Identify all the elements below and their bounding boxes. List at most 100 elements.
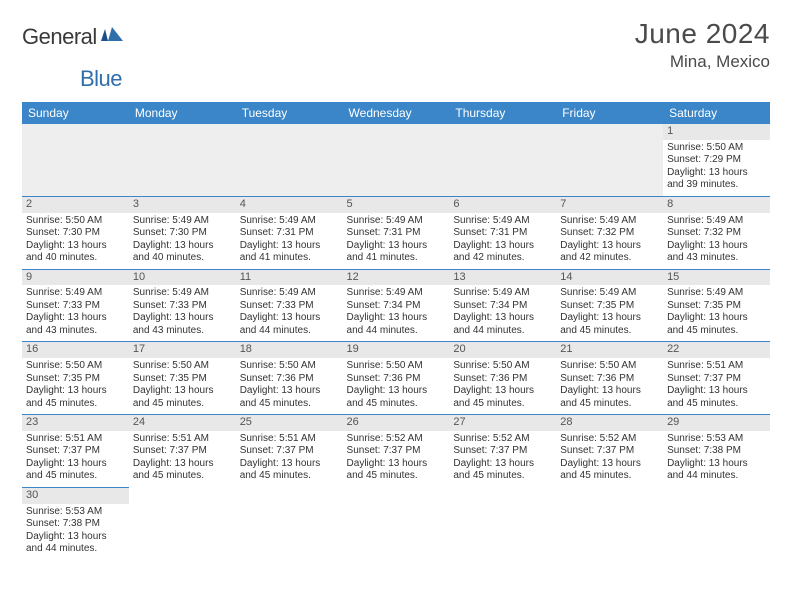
calendar-table: Sunday Monday Tuesday Wednesday Thursday… bbox=[22, 102, 770, 560]
sunset-line: Sunset: 7:34 PM bbox=[453, 300, 552, 313]
calendar-cell bbox=[556, 124, 663, 196]
logo-flag-icon bbox=[101, 27, 123, 48]
dow-friday: Friday bbox=[556, 102, 663, 124]
calendar-cell: 14Sunrise: 5:49 AMSunset: 7:35 PMDayligh… bbox=[556, 269, 663, 342]
calendar-cell bbox=[449, 124, 556, 196]
daylight-line: Daylight: 13 hours and 45 minutes. bbox=[667, 312, 766, 337]
day-number: 12 bbox=[343, 270, 450, 286]
daylight-line: Daylight: 13 hours and 44 minutes. bbox=[26, 531, 125, 556]
day-number: 25 bbox=[236, 415, 343, 431]
calendar-cell: 19 Sunrise: 5:50 AMSunset: 7:36 PMDayligh… bbox=[343, 342, 450, 415]
day-number: 24 bbox=[129, 415, 236, 431]
page: General June 2024 Mina, Mexico Blue Sund… bbox=[0, 0, 792, 578]
sunset-line: Sunset: 7:31 PM bbox=[240, 227, 339, 240]
sunrise-line: Sunrise: 5:49 AM bbox=[453, 215, 552, 228]
calendar-cell: 6Sunrise: 5:49 AMSunset: 7:31 PMDaylight… bbox=[449, 196, 556, 269]
sunset-line: Sunset: 7:31 PM bbox=[347, 227, 446, 240]
sunrise-line: Sunrise: 5:49 AM bbox=[26, 287, 125, 300]
sunset-line: Sunset: 7:38 PM bbox=[667, 445, 766, 458]
calendar-cell: 12Sunrise: 5:49 AMSunset: 7:34 PMDayligh… bbox=[343, 269, 450, 342]
sunset-line: Sunset: 7:32 PM bbox=[667, 227, 766, 240]
day-number: 13 bbox=[449, 270, 556, 286]
calendar-cell: 18Sunrise: 5:50 AMSunset: 7:36 PMDayligh… bbox=[236, 342, 343, 415]
calendar-cell: 10Sunrise: 5:49 AMSunset: 7:33 PMDayligh… bbox=[129, 269, 236, 342]
sunrise-line: Sunrise: 5:51 AM bbox=[240, 433, 339, 446]
day-number: 4 bbox=[236, 197, 343, 213]
sunrise-line: Sunrise: 5:51 AM bbox=[26, 433, 125, 446]
sunrise-line: Sunrise: 5:52 AM bbox=[347, 433, 446, 446]
calendar-cell: 7Sunrise: 5:49 AMSunset: 7:32 PMDaylight… bbox=[556, 196, 663, 269]
sunset-line: Sunset: 7:37 PM bbox=[667, 373, 766, 386]
daylight-line: Daylight: 13 hours and 45 minutes. bbox=[26, 458, 125, 483]
day-number: 18 bbox=[236, 342, 343, 358]
calendar-cell: 3Sunrise: 5:49 AMSunset: 7:30 PMDaylight… bbox=[129, 196, 236, 269]
sunset-line: Sunset: 7:35 PM bbox=[26, 373, 125, 386]
calendar-cell bbox=[129, 124, 236, 196]
sunrise-line: Sunrise: 5:49 AM bbox=[560, 287, 659, 300]
dow-saturday: Saturday bbox=[663, 102, 770, 124]
calendar-cell: 30Sunrise: 5:53 AMSunset: 7:38 PMDayligh… bbox=[22, 487, 129, 559]
sunset-line: Sunset: 7:37 PM bbox=[347, 445, 446, 458]
calendar-row: 30Sunrise: 5:53 AMSunset: 7:38 PMDayligh… bbox=[22, 487, 770, 559]
sunset-line: Sunset: 7:37 PM bbox=[453, 445, 552, 458]
sunrise-line: Sunrise: 5:50 AM bbox=[560, 360, 659, 373]
daylight-line: Daylight: 13 hours and 42 minutes. bbox=[453, 240, 552, 265]
daylight-line: Daylight: 13 hours and 44 minutes. bbox=[667, 458, 766, 483]
day-number: 19 bbox=[343, 342, 450, 358]
calendar-row: 23Sunrise: 5:51 AMSunset: 7:37 PMDayligh… bbox=[22, 415, 770, 488]
daylight-line: Daylight: 13 hours and 43 minutes. bbox=[667, 240, 766, 265]
sunrise-line: Sunrise: 5:49 AM bbox=[667, 215, 766, 228]
day-number: 2 bbox=[22, 197, 129, 213]
sunrise-line: Sunrise: 5:50 AM bbox=[453, 360, 552, 373]
calendar-cell: 21Sunrise: 5:50 AMSunset: 7:36 PMDayligh… bbox=[556, 342, 663, 415]
calendar-cell bbox=[236, 124, 343, 196]
calendar-row: 2Sunrise: 5:50 AMSunset: 7:30 PMDaylight… bbox=[22, 196, 770, 269]
sunset-line: Sunset: 7:36 PM bbox=[560, 373, 659, 386]
calendar-cell: 23Sunrise: 5:51 AMSunset: 7:37 PMDayligh… bbox=[22, 415, 129, 488]
sunset-line: Sunset: 7:29 PM bbox=[667, 154, 766, 167]
day-number: 1 bbox=[663, 124, 770, 140]
daylight-line: Daylight: 13 hours and 44 minutes. bbox=[453, 312, 552, 337]
daylight-line: Daylight: 13 hours and 45 minutes. bbox=[347, 385, 446, 410]
sunset-line: Sunset: 7:37 PM bbox=[240, 445, 339, 458]
dow-monday: Monday bbox=[129, 102, 236, 124]
calendar-cell: 26Sunrise: 5:52 AMSunset: 7:37 PMDayligh… bbox=[343, 415, 450, 488]
calendar-cell: 25 Sunrise: 5:51 AMSunset: 7:37 PMDayligh… bbox=[236, 415, 343, 488]
calendar-cell bbox=[663, 487, 770, 559]
calendar-cell: 16Sunrise: 5:50 AMSunset: 7:35 PMDayligh… bbox=[22, 342, 129, 415]
calendar-cell: 15Sunrise: 5:49 AMSunset: 7:35 PMDayligh… bbox=[663, 269, 770, 342]
calendar-cell bbox=[449, 487, 556, 559]
daylight-line: Daylight: 13 hours and 45 minutes. bbox=[133, 458, 232, 483]
month-title: June 2024 bbox=[635, 18, 770, 50]
calendar-cell: 11Sunrise: 5:49 AMSunset: 7:33 PMDayligh… bbox=[236, 269, 343, 342]
calendar-cell bbox=[343, 487, 450, 559]
daylight-line: Daylight: 13 hours and 40 minutes. bbox=[133, 240, 232, 265]
day-number: 30 bbox=[22, 488, 129, 504]
daylight-line: Daylight: 13 hours and 45 minutes. bbox=[560, 312, 659, 337]
sunrise-line: Sunrise: 5:50 AM bbox=[667, 142, 766, 155]
day-number: 14 bbox=[556, 270, 663, 286]
sunset-line: Sunset: 7:37 PM bbox=[133, 445, 232, 458]
dow-wednesday: Wednesday bbox=[343, 102, 450, 124]
daylight-line: Daylight: 13 hours and 45 minutes. bbox=[26, 385, 125, 410]
sunset-line: Sunset: 7:36 PM bbox=[347, 373, 446, 386]
logo-text-blue: Blue bbox=[80, 66, 122, 92]
calendar-cell: 29Sunrise: 5:53 AMSunset: 7:38 PMDayligh… bbox=[663, 415, 770, 488]
day-number: 5 bbox=[343, 197, 450, 213]
sunrise-line: Sunrise: 5:50 AM bbox=[347, 360, 446, 373]
sunset-line: Sunset: 7:35 PM bbox=[560, 300, 659, 313]
sunset-line: Sunset: 7:37 PM bbox=[26, 445, 125, 458]
daylight-line: Daylight: 13 hours and 45 minutes. bbox=[240, 385, 339, 410]
calendar-cell: 4Sunrise: 5:49 AMSunset: 7:31 PMDaylight… bbox=[236, 196, 343, 269]
day-number: 27 bbox=[449, 415, 556, 431]
calendar-cell: 1Sunrise: 5:50 AMSunset: 7:29 PMDaylight… bbox=[663, 124, 770, 196]
daylight-line: Daylight: 13 hours and 45 minutes. bbox=[240, 458, 339, 483]
daylight-line: Daylight: 13 hours and 45 minutes. bbox=[133, 385, 232, 410]
calendar-row: 9Sunrise: 5:49 AMSunset: 7:33 PMDaylight… bbox=[22, 269, 770, 342]
calendar-cell bbox=[556, 487, 663, 559]
sunset-line: Sunset: 7:34 PM bbox=[347, 300, 446, 313]
dow-sunday: Sunday bbox=[22, 102, 129, 124]
sunset-line: Sunset: 7:33 PM bbox=[240, 300, 339, 313]
calendar-cell: 20Sunrise: 5:50 AMSunset: 7:36 PMDayligh… bbox=[449, 342, 556, 415]
dow-tuesday: Tuesday bbox=[236, 102, 343, 124]
